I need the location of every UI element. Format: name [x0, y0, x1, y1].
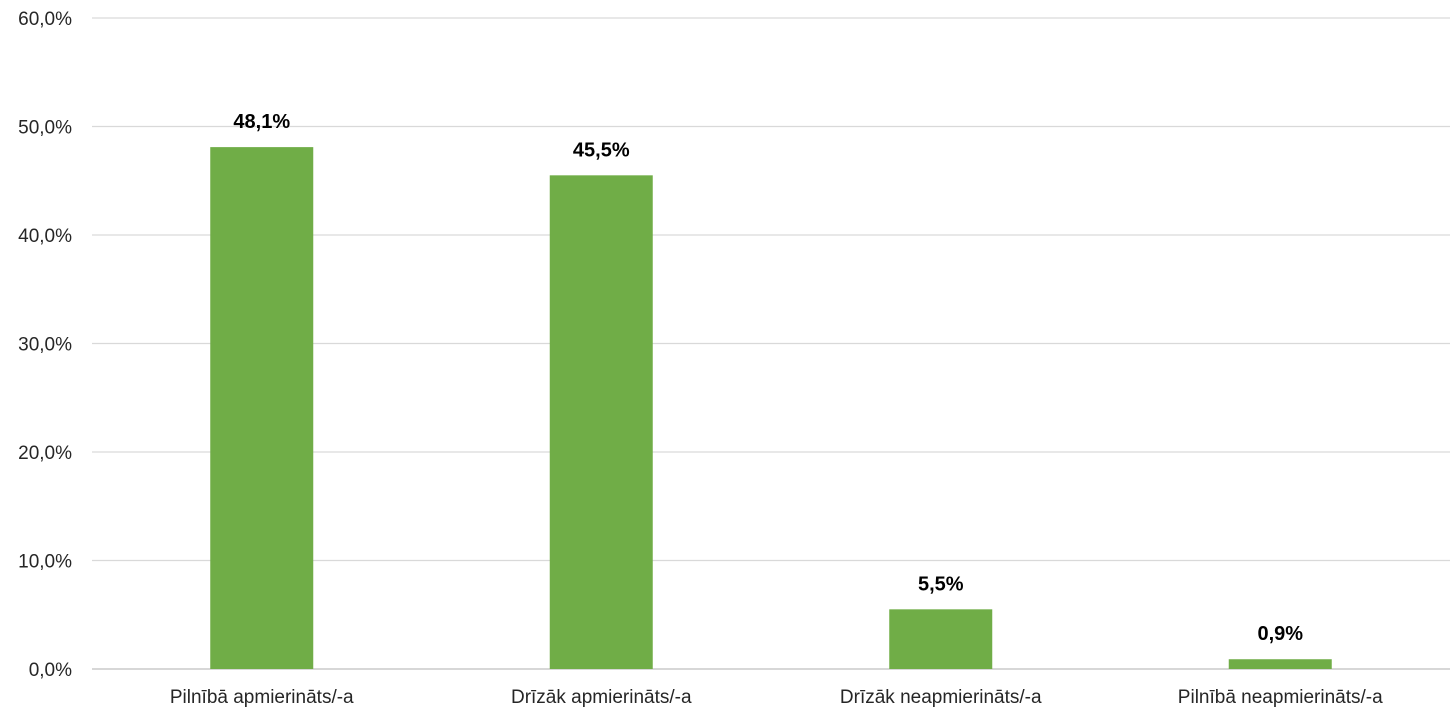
y-tick-label: 0,0%	[29, 660, 72, 681]
gridlines	[92, 17, 1450, 670]
y-tick-label: 20,0%	[18, 443, 72, 464]
bar	[549, 175, 653, 669]
x-axis-category-labels: Pilnībā apmierināts/-a Drīzāk apmierināts…	[170, 687, 1383, 708]
data-label: 0,9%	[1257, 623, 1303, 645]
data-labels: 48,1% 45,5% 5,5% 0,9%	[233, 111, 1303, 645]
y-tick-label: 30,0%	[18, 335, 72, 356]
category-label: Pilnībā apmierināts/-a	[170, 687, 354, 708]
y-tick-label: 50,0%	[18, 118, 72, 139]
y-axis-tick-labels: 0,0% 10,0% 20,0% 30,0% 40,0% 50,0% 60,0%	[18, 9, 72, 681]
y-tick-label: 40,0%	[18, 226, 72, 247]
bars	[210, 147, 1332, 670]
y-tick-label: 60,0%	[18, 9, 72, 30]
category-label: Drīzāk apmierināts/-a	[511, 687, 692, 708]
category-label: Drīzāk neapmierināts/-a	[840, 687, 1042, 708]
category-label: Pilnībā neapmierināts/-a	[1178, 687, 1383, 708]
data-label: 48,1%	[233, 111, 290, 133]
bar	[210, 147, 314, 670]
y-tick-label: 10,0%	[18, 552, 72, 573]
data-label: 45,5%	[573, 139, 630, 161]
data-label: 5,5%	[918, 573, 964, 595]
bar	[889, 609, 993, 669]
bar	[1228, 659, 1332, 669]
